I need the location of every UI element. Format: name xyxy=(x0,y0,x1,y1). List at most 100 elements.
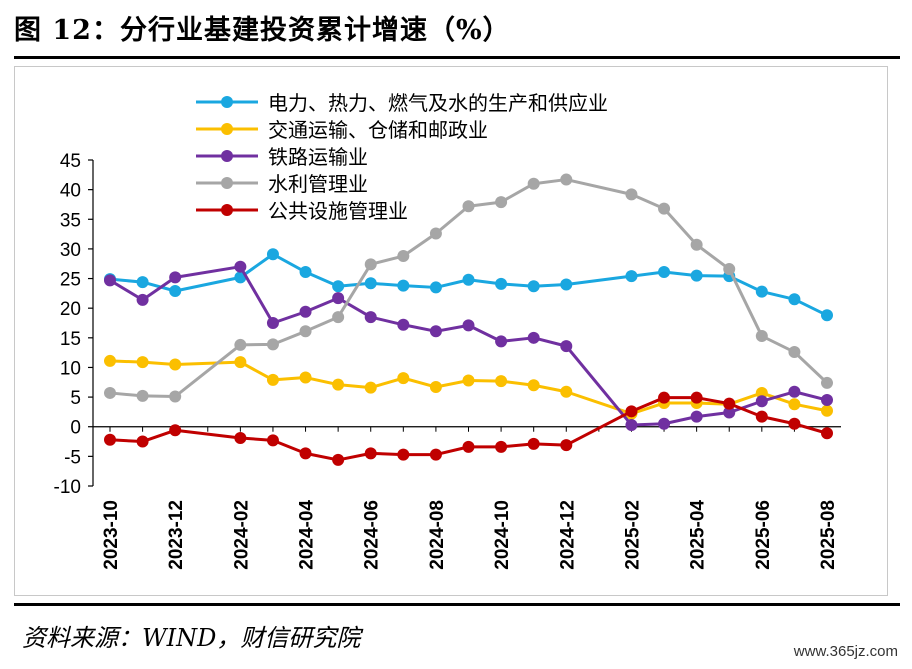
data-point-1 xyxy=(821,309,833,322)
data-point-5 xyxy=(299,447,312,460)
legend-label-4: 水利管理业 xyxy=(268,172,368,196)
data-point-4 xyxy=(690,238,703,251)
title-rule xyxy=(14,56,900,59)
data-point-1 xyxy=(266,248,279,261)
data-point-1 xyxy=(136,276,149,289)
data-point-1 xyxy=(625,270,638,283)
data-point-4 xyxy=(266,338,279,351)
data-point-4 xyxy=(397,250,410,263)
series-line-2 xyxy=(109,359,828,416)
data-point-5 xyxy=(560,439,573,452)
data-point-1 xyxy=(364,277,377,290)
data-point-3 xyxy=(266,317,279,329)
source-rule xyxy=(14,603,900,606)
x-tick-label: 2023-10 xyxy=(101,500,122,570)
data-point-3 xyxy=(136,293,149,306)
legend-marker-4 xyxy=(221,177,233,189)
data-point-5 xyxy=(625,405,638,418)
data-point-3 xyxy=(821,394,833,407)
data-point-4 xyxy=(462,200,475,213)
data-point-4 xyxy=(625,188,638,201)
data-point-3 xyxy=(299,305,312,318)
data-point-5 xyxy=(788,417,801,430)
data-point-3 xyxy=(332,292,345,305)
data-point-2 xyxy=(495,375,508,388)
data-point-3 xyxy=(658,417,671,430)
x-tick-label: 2024-12 xyxy=(557,500,578,570)
data-point-5 xyxy=(755,410,768,423)
x-tick-label: 2023-12 xyxy=(166,500,187,570)
data-point-4 xyxy=(755,330,768,343)
x-tick-label: 2024-02 xyxy=(231,500,252,570)
data-point-3 xyxy=(429,325,442,338)
data-point-5 xyxy=(364,447,377,460)
x-tick-label: 2025-06 xyxy=(753,500,774,570)
legend-label-3: 铁路运输业 xyxy=(268,145,368,169)
data-point-2 xyxy=(299,371,312,384)
data-point-3 xyxy=(723,406,736,419)
y-tick-label: 40 xyxy=(60,181,81,202)
data-point-4 xyxy=(658,202,671,215)
data-point-2 xyxy=(462,374,475,387)
y-tick-label: 5 xyxy=(70,388,81,409)
data-point-2 xyxy=(364,381,377,394)
data-point-5 xyxy=(723,397,736,410)
data-point-4 xyxy=(234,338,247,351)
data-point-4 xyxy=(169,390,182,403)
data-point-2 xyxy=(821,404,833,417)
x-tick-label: 2024-08 xyxy=(427,500,448,570)
x-tick-label: 2025-02 xyxy=(622,500,643,570)
y-tick-label: 15 xyxy=(60,329,81,350)
data-point-4 xyxy=(136,389,149,402)
data-point-3 xyxy=(788,385,801,398)
data-point-3 xyxy=(690,410,703,423)
data-point-3 xyxy=(169,271,182,284)
data-point-1 xyxy=(495,277,508,290)
chart-title: 图 12：分行业基建投资累计增速（%） xyxy=(14,15,511,46)
data-point-3 xyxy=(527,331,540,344)
data-point-1 xyxy=(429,281,442,294)
data-point-2 xyxy=(560,385,573,398)
data-point-1 xyxy=(397,279,410,292)
data-point-2 xyxy=(429,381,442,394)
data-point-5 xyxy=(690,391,703,404)
data-point-5 xyxy=(169,424,182,437)
data-point-3 xyxy=(755,395,768,408)
data-point-1 xyxy=(658,266,671,279)
data-point-5 xyxy=(527,437,540,450)
data-point-5 xyxy=(429,448,442,461)
data-point-2 xyxy=(104,354,116,367)
x-tick-label: 2025-08 xyxy=(818,500,839,570)
data-point-3 xyxy=(495,335,508,348)
data-point-5 xyxy=(234,431,247,444)
source-note: 资料来源：WIND，财信研究院 xyxy=(22,624,361,652)
y-tick-label: 20 xyxy=(60,299,81,320)
x-tick-label: 2024-04 xyxy=(297,500,318,570)
data-point-3 xyxy=(560,340,573,353)
data-point-1 xyxy=(755,285,768,298)
data-point-4 xyxy=(527,177,540,190)
data-point-1 xyxy=(788,293,801,306)
y-tick-label: 30 xyxy=(60,240,81,261)
legend-marker-1 xyxy=(221,96,233,108)
data-point-3 xyxy=(234,260,247,273)
data-point-3 xyxy=(104,274,116,287)
y-tick-label: -5 xyxy=(64,447,81,468)
legend-label-2: 交通运输、仓储和邮政业 xyxy=(268,118,488,142)
y-tick-label: 35 xyxy=(60,210,81,231)
data-point-1 xyxy=(332,280,345,293)
data-point-2 xyxy=(755,386,768,399)
data-point-2 xyxy=(266,373,279,386)
data-point-1 xyxy=(462,273,475,286)
data-point-2 xyxy=(332,378,345,391)
x-tick-label: 2024-06 xyxy=(362,500,383,570)
data-point-2 xyxy=(234,356,247,369)
watermark-text: www.365jz.com xyxy=(793,643,898,660)
data-point-4 xyxy=(104,386,116,399)
data-point-4 xyxy=(723,263,736,276)
x-tick-label: 2024-10 xyxy=(492,500,513,570)
data-point-5 xyxy=(462,440,475,453)
x-tick-label: 2025-04 xyxy=(688,500,709,570)
data-point-2 xyxy=(397,372,410,385)
